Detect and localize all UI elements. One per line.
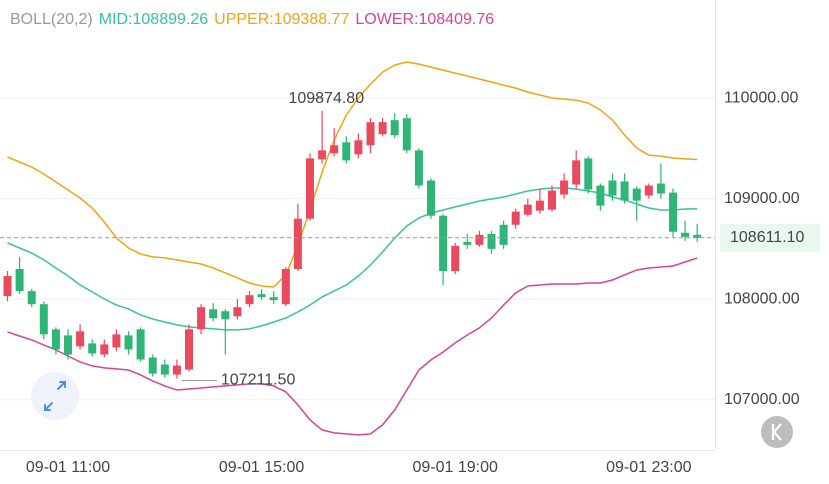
candle-body [342, 142, 351, 161]
candle-body [15, 268, 24, 292]
candle-body [681, 232, 690, 237]
legend: BOLL(20,2) MID:108899.26 UPPER:109388.77 LO… [10, 11, 494, 28]
candle-body [584, 158, 593, 190]
reset-button[interactable] [761, 416, 793, 448]
candle-body [245, 295, 254, 305]
candle-body [124, 335, 133, 350]
candle-body [620, 181, 629, 201]
candle-body [499, 224, 508, 245]
candle-body [330, 145, 339, 154]
expand-icon[interactable] [44, 381, 66, 411]
candle-body [511, 211, 520, 225]
candle-body [427, 180, 435, 216]
candle-body [112, 334, 121, 348]
candle-body [463, 241, 472, 245]
candle-body [269, 297, 278, 301]
band-line [7, 187, 698, 331]
candle-body [390, 120, 399, 136]
candle-body [281, 268, 290, 305]
legend-name: MID [99, 11, 128, 28]
y-tick-label: 107000.00 [724, 391, 800, 408]
candle-body [39, 304, 48, 335]
candle-body [439, 215, 448, 272]
candle-body [548, 190, 556, 210]
legend-name: UPPER [214, 11, 269, 28]
y-tick-label: 110000.00 [724, 89, 799, 106]
y-tick-label: 109000.00 [724, 190, 800, 207]
candle-body [608, 180, 617, 196]
legend-value: 109388.77 [274, 11, 350, 28]
candle-body [257, 294, 266, 298]
candle-body [475, 234, 484, 245]
legend-separator: : [269, 11, 273, 28]
reset-bg[interactable] [761, 416, 793, 448]
candle-body [51, 329, 60, 350]
candle-body [185, 329, 193, 370]
candle-body [402, 118, 411, 151]
candle-body [656, 183, 665, 194]
candle-body [366, 122, 375, 146]
candle-body [233, 307, 242, 317]
candle-body [487, 233, 496, 249]
candle-body [100, 344, 109, 355]
reset-icon[interactable] [771, 423, 782, 441]
x-tick-label: 09-01 19:00 [412, 459, 498, 476]
candle-body [318, 150, 327, 160]
legend-title: BOLL(20,2) [10, 11, 93, 28]
candle-body [160, 364, 169, 375]
legend-value: 108899.26 [133, 11, 209, 28]
candle-body [209, 309, 218, 319]
candle-body [76, 331, 85, 347]
candle-body [306, 158, 314, 219]
candle-body [693, 234, 702, 238]
last-price-box [720, 223, 820, 252]
candle-body [669, 192, 677, 232]
candle-body [64, 335, 72, 355]
legend-name: LOWER [355, 11, 414, 28]
candle-body [88, 343, 97, 354]
candle-body [27, 291, 36, 305]
band-line [7, 61, 698, 288]
x-tick-label: 09-01 23:00 [606, 459, 692, 476]
last-price-label: 108611.10 [730, 229, 805, 246]
candle-body [644, 185, 653, 196]
legend-separator: : [128, 11, 132, 28]
x-tick-label: 09-01 11:00 [26, 459, 110, 476]
candle-body [197, 307, 206, 330]
low-label: 107211.50 [221, 372, 296, 389]
legend-value: 108409.76 [418, 11, 494, 28]
candle-body [535, 200, 544, 211]
candle-body [3, 276, 12, 297]
legend-separator: : [414, 11, 418, 28]
candle-body [354, 140, 363, 155]
candle-body [172, 365, 181, 375]
plot: 109874.80 107211.50 [0, 61, 715, 436]
candle-body [414, 150, 423, 186]
candle-body [221, 311, 230, 320]
candle-body [560, 180, 569, 195]
candle-body [523, 204, 532, 215]
high-label: 109874.80 [288, 90, 364, 107]
candle-body [451, 245, 460, 272]
band-line [7, 257, 698, 436]
expand-button[interactable] [31, 372, 79, 420]
candle-body [148, 357, 157, 374]
candle-body [632, 188, 641, 201]
candle-body [136, 329, 145, 360]
candle-body [378, 122, 387, 135]
y-tick-label: 108000.00 [724, 290, 800, 307]
candle-body [572, 160, 581, 185]
candle-body [596, 185, 605, 206]
x-tick-label: 09-01 15:00 [219, 459, 305, 476]
candle-body [293, 218, 302, 269]
expand-bg[interactable] [31, 372, 79, 420]
